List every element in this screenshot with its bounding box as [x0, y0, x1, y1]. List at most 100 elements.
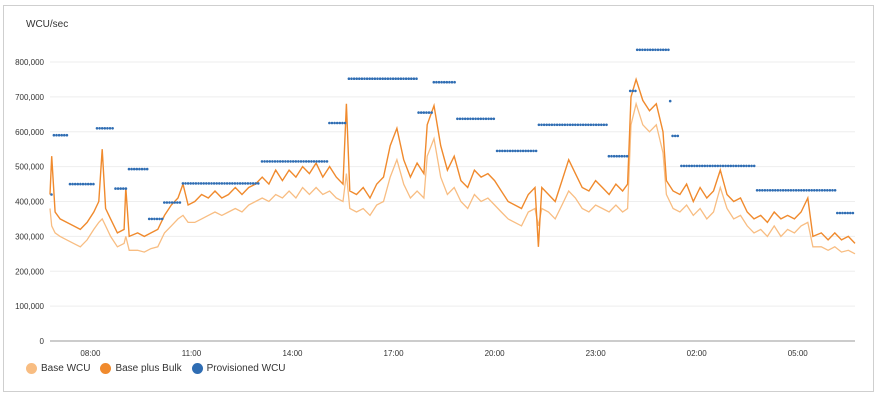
provisioned-point: [135, 167, 139, 171]
provisioned-point: [276, 160, 279, 163]
provisioned-point: [427, 111, 431, 114]
provisioned-point: [378, 77, 382, 80]
y-axis-label: WCU/sec: [26, 19, 68, 30]
y-tick-label: 400,000: [15, 198, 44, 207]
legend-item-base[interactable]: Base WCU: [26, 363, 90, 374]
provisioned-point: [771, 189, 774, 192]
provisioned-point: [711, 164, 714, 168]
provisioned-point: [160, 217, 164, 221]
provisioned-point: [184, 182, 187, 185]
provisioned-point: [716, 164, 720, 168]
provisioned-point: [165, 201, 169, 204]
provisioned-point: [260, 160, 264, 163]
provisioned-point: [391, 77, 395, 80]
provisioned-point: [407, 77, 411, 80]
provisioned-point: [739, 164, 743, 168]
provisioned-point: [489, 117, 493, 121]
provisioned-point: [698, 164, 701, 168]
provisioned-point: [103, 127, 107, 130]
provisioned-point: [781, 189, 785, 192]
provisioned-point: [729, 164, 733, 168]
provisioned-point: [794, 189, 798, 192]
provisioned-point: [810, 189, 813, 192]
provisioned-point: [563, 123, 567, 127]
x-tick-label: 08:00: [80, 349, 101, 358]
provisioned-point: [508, 149, 512, 153]
provisioned-point: [818, 189, 821, 192]
provisioned-point: [453, 80, 456, 84]
legend-label: Provisioned WCU: [206, 363, 286, 374]
y-tick-label: 700,000: [15, 93, 44, 102]
y-tick-label: 500,000: [15, 163, 44, 172]
provisioned-point: [100, 127, 104, 130]
provisioned-point: [625, 154, 629, 158]
provisioned-point: [168, 201, 171, 204]
provisioned-point: [312, 160, 316, 163]
chart-panel: [3, 5, 874, 392]
y-tick-label: 300,000: [15, 232, 44, 241]
provisioned-point: [721, 164, 725, 168]
provisioned-point: [550, 123, 554, 127]
provisioned-point: [189, 182, 192, 185]
provisioned-point: [352, 77, 356, 80]
provisioned-point: [587, 123, 590, 127]
provisioned-point: [566, 123, 569, 127]
provisioned-point: [435, 80, 438, 84]
provisioned-point: [289, 160, 292, 163]
provisioned-point: [482, 117, 485, 121]
provisioned-point: [84, 182, 87, 186]
provisioned-point: [281, 160, 285, 163]
provisioned-point: [558, 123, 561, 127]
provisioned-point: [471, 117, 475, 121]
provisioned-point: [254, 182, 257, 185]
provisioned-point: [325, 160, 329, 163]
provisioned-point: [656, 48, 660, 52]
provisioned-point: [579, 123, 582, 127]
provisioned-point: [476, 117, 480, 121]
provisioned-point: [422, 111, 426, 114]
provisioned-point: [849, 211, 852, 215]
provisioned-point: [244, 182, 247, 185]
provisioned-point: [197, 182, 200, 185]
provisioned-point: [466, 117, 470, 121]
provisioned-point: [225, 182, 229, 185]
provisioned-point: [836, 211, 839, 215]
provisioned-point: [581, 123, 585, 127]
provisioned-point: [328, 121, 331, 125]
legend-label: Base plus Bulk: [115, 363, 182, 374]
provisioned-point: [607, 154, 611, 158]
provisioned-point: [846, 211, 849, 215]
provisioned-point: [50, 193, 53, 196]
provisioned-point: [545, 123, 548, 127]
provisioned-point: [220, 182, 224, 185]
provisioned-point: [651, 48, 655, 52]
provisioned-point: [501, 149, 504, 153]
provisioned-point: [297, 160, 300, 163]
y-tick-label: 800,000: [15, 58, 44, 67]
provisioned-point: [384, 77, 387, 80]
provisioned-point: [60, 133, 63, 137]
provisioned-point: [347, 77, 351, 80]
provisioned-point: [417, 111, 420, 114]
provisioned-point: [310, 160, 313, 163]
provisioned-point: [207, 182, 211, 185]
legend-item-bulk[interactable]: Base plus Bulk: [100, 363, 182, 374]
provisioned-point: [238, 182, 242, 185]
provisioned-point: [594, 123, 598, 127]
provisioned-point: [851, 211, 855, 215]
y-tick-label: 600,000: [15, 128, 44, 137]
legend-item-provisioned[interactable]: Provisioned WCU: [191, 363, 286, 374]
provisioned-point: [634, 89, 637, 93]
provisioned-point: [516, 149, 520, 153]
provisioned-point: [92, 182, 95, 186]
provisioned-point: [815, 189, 819, 192]
provisioned-point: [55, 133, 58, 137]
legend: Base WCU Base plus Bulk Provisioned WCU: [26, 363, 286, 374]
provisioned-point: [589, 123, 593, 127]
provisioned-point: [119, 187, 122, 190]
provisioned-point: [540, 123, 543, 127]
provisioned-point: [776, 189, 780, 192]
provisioned-point: [659, 48, 662, 52]
provisioned-point: [402, 77, 405, 80]
provisioned-point: [807, 189, 811, 192]
